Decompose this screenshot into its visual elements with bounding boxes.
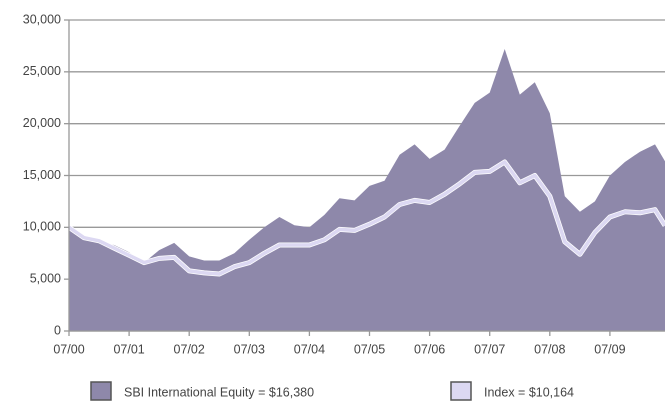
- y-tick-label: 10,000: [23, 220, 61, 234]
- y-tick-label: 25,000: [23, 64, 61, 78]
- x-tick-label: 07/07: [474, 342, 505, 356]
- y-tick-label: 5,000: [30, 271, 61, 285]
- x-tick-label: 07/01: [113, 342, 144, 356]
- x-tick-label: 07/00: [53, 342, 84, 356]
- legend-swatch: [450, 381, 472, 401]
- x-tick-label: 07/04: [294, 342, 325, 356]
- x-tick-label: 07/02: [174, 342, 205, 356]
- legend-label: Index = $10,164: [484, 385, 574, 399]
- x-tick-label: 07/05: [354, 342, 385, 356]
- y-tick-label: 15,000: [23, 168, 61, 182]
- y-tick-label: 20,000: [23, 116, 61, 130]
- x-tick-label: 07/08: [534, 342, 565, 356]
- x-tick-label: 07/03: [234, 342, 265, 356]
- line: [68, 160, 665, 276]
- area: [69, 49, 665, 331]
- y-tick-label: 0: [54, 323, 61, 337]
- y-tick-label: 30,000: [23, 12, 61, 26]
- legend-label: SBI International Equity = $16,380: [124, 385, 314, 399]
- legend-swatch: [90, 381, 112, 401]
- x-tick-label: 07/09: [594, 342, 625, 356]
- x-tick-label: 07/06: [414, 342, 445, 356]
